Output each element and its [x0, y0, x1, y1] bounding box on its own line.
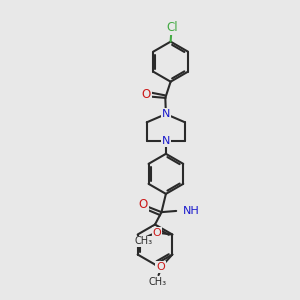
Text: O: O: [153, 228, 161, 238]
Text: Cl: Cl: [167, 21, 178, 34]
Text: N: N: [162, 109, 170, 119]
Text: CH₃: CH₃: [148, 277, 167, 286]
Text: O: O: [156, 262, 165, 272]
Text: N: N: [162, 136, 170, 146]
Text: CH₃: CH₃: [134, 236, 153, 246]
Text: NH: NH: [183, 206, 200, 216]
Text: O: O: [142, 88, 151, 101]
Text: O: O: [139, 198, 148, 211]
